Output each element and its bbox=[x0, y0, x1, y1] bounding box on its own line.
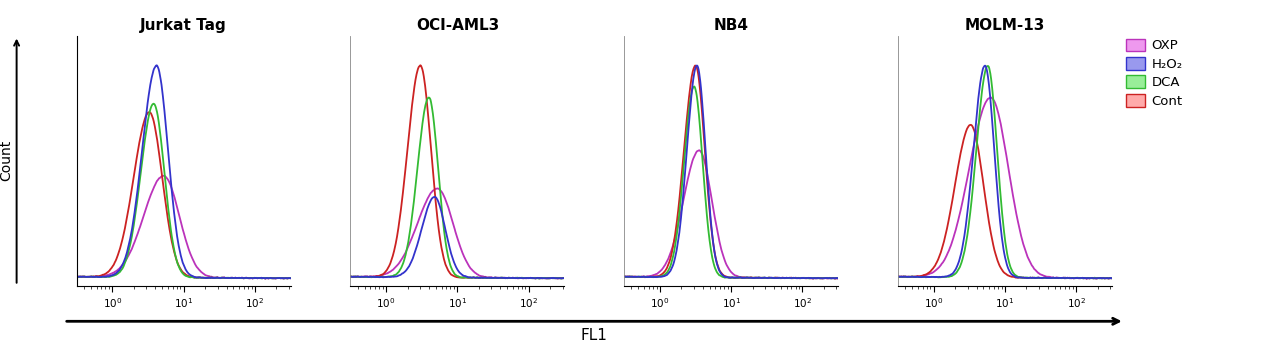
Title: OCI-AML3: OCI-AML3 bbox=[415, 18, 498, 33]
Title: Jurkat Tag: Jurkat Tag bbox=[141, 18, 227, 33]
Text: Count: Count bbox=[0, 140, 13, 181]
Legend: OXP, H₂O₂, DCA, Cont: OXP, H₂O₂, DCA, Cont bbox=[1125, 37, 1183, 109]
Title: NB4: NB4 bbox=[713, 18, 749, 33]
Title: MOLM-13: MOLM-13 bbox=[965, 18, 1045, 33]
Text: FL1: FL1 bbox=[580, 328, 608, 343]
